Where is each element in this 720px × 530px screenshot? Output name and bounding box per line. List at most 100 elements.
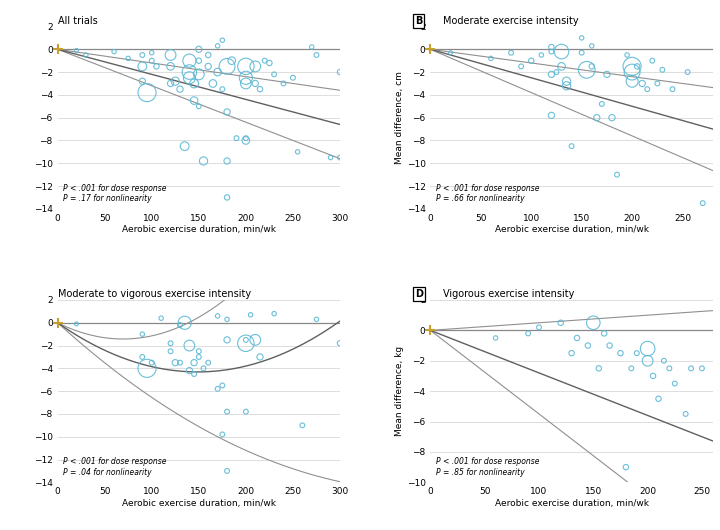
Point [571,334,582,342]
Point [165,339,176,348]
Point [631,349,642,357]
Point [566,349,577,357]
Point [626,77,638,85]
Point [226,56,238,65]
Point [546,111,557,120]
Point [586,62,598,70]
Point [642,85,653,93]
Point [212,42,223,50]
Point [601,70,613,78]
Point [588,319,599,327]
Point [193,102,204,111]
Point [217,36,228,45]
Point [505,48,517,57]
Text: Vigorous exercise intensity: Vigorous exercise intensity [443,289,575,299]
Point [184,68,195,76]
Text: Moderate to vigorous exercise intensity: Moderate to vigorous exercise intensity [58,289,251,299]
Point [604,341,616,350]
X-axis label: Aerobic exercise duration, min/wk: Aerobic exercise duration, min/wk [495,499,649,508]
Point [141,89,153,97]
Point [278,79,289,87]
Point [156,314,167,322]
Point [217,85,228,93]
Point [240,74,251,82]
Point [240,339,251,348]
Point [137,51,148,59]
Point [137,77,148,85]
Point [202,62,214,70]
Point [221,157,233,165]
Point [184,56,195,65]
Point [657,66,668,74]
Text: All trials: All trials [58,15,97,25]
Point [165,79,176,87]
Point [664,364,675,373]
Point [682,68,693,76]
Point [445,48,456,57]
Point [697,199,708,207]
Point [685,364,697,373]
Point [534,323,545,332]
Text: P < .001 for dose response
P = .04 for nonlinearity: P < .001 for dose response P = .04 for n… [63,457,167,477]
Point [292,147,303,156]
Point [586,42,598,50]
Text: P < .001 for dose response
P = .66 for nonlinearity: P < .001 for dose response P = .66 for n… [436,184,539,204]
Point [193,347,204,356]
Point [582,341,594,350]
Point [581,66,593,74]
Point [631,62,643,70]
Point [184,341,195,350]
Point [566,142,577,151]
Point [71,46,82,55]
Point [626,68,638,76]
Point [165,51,176,59]
Point [652,79,663,87]
Point [556,62,567,70]
Point [598,329,610,338]
Point [108,47,120,56]
Point [287,74,299,82]
Text: B: B [415,15,422,25]
Point [230,134,242,143]
Point [179,319,191,327]
Point [240,408,251,416]
Point [221,62,233,70]
Point [189,358,200,367]
Point [561,77,572,85]
Point [334,339,346,348]
Point [250,335,261,344]
Point [189,370,200,378]
Point [621,51,633,59]
Point [611,171,623,179]
Point [269,310,280,318]
Point [240,136,251,145]
Point [311,315,323,324]
X-axis label: Aerobic exercise duration, min/wk: Aerobic exercise duration, min/wk [122,499,276,508]
Point [146,48,158,57]
Point [141,364,153,373]
Point [217,381,228,390]
Point [596,100,608,108]
Point [311,51,323,59]
Point [240,79,251,87]
Point [221,315,233,324]
Point [169,77,181,85]
Point [334,153,346,162]
Point [254,85,266,93]
Point [193,56,204,65]
Point [297,421,308,429]
Point [647,56,658,65]
Point [189,96,200,105]
Point [250,62,261,70]
Point [667,85,678,93]
Point [516,62,527,70]
Point [240,62,251,70]
Point [146,358,158,367]
Point [259,56,271,65]
Point [217,430,228,439]
Point [626,364,637,373]
Point [150,62,162,70]
Point [642,344,653,353]
Point [490,334,501,342]
Point [212,385,223,393]
